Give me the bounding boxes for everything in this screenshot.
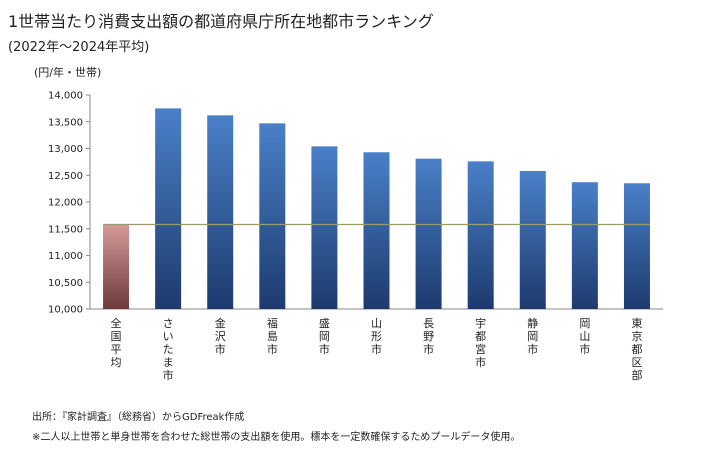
x-category-char: 均 xyxy=(111,356,122,369)
bars xyxy=(103,108,650,309)
y-tick-labels: 10,000 10,500 11,000 11,500 12,000 12,500 13,0… xyxy=(48,91,83,316)
x-category-char: 市 xyxy=(475,355,486,369)
x-category-char: 京 xyxy=(631,329,642,343)
x-category-char: 東 xyxy=(631,317,642,330)
y-tick-label: 13,000 xyxy=(48,144,83,155)
x-category-char: 全 xyxy=(111,316,122,330)
x-category-char: 形 xyxy=(371,330,382,343)
bar xyxy=(467,161,494,309)
x-category-char: 市 xyxy=(423,342,434,356)
y-tick-label: 12,500 xyxy=(48,171,83,182)
x-category-char: 市 xyxy=(371,342,382,356)
y-tick-label: 12,000 xyxy=(48,198,83,209)
bar xyxy=(519,170,546,309)
bar xyxy=(571,182,598,309)
x-category-char: 市 xyxy=(579,342,590,356)
bar-national-average xyxy=(103,224,130,309)
x-category-label: 岡山市 xyxy=(579,317,590,356)
x-category-label: 盛岡市 xyxy=(319,316,330,356)
x-category-char: 盛 xyxy=(319,316,330,330)
chart-period: (2022年～2024年平均) xyxy=(8,40,150,55)
x-category-char: 沢 xyxy=(215,329,226,343)
x-category-char: 国 xyxy=(111,330,122,343)
x-category-char: 都 xyxy=(475,330,486,343)
x-category-char: 静 xyxy=(527,316,538,330)
x-category-label: 静岡市 xyxy=(527,316,538,356)
x-category-char: ま xyxy=(163,356,174,369)
x-category-char: 市 xyxy=(319,342,330,356)
bar xyxy=(415,158,442,309)
x-category-char: 金 xyxy=(215,316,226,330)
x-category-char: 区 xyxy=(631,356,642,369)
x-category-char: 島 xyxy=(267,329,278,343)
bar xyxy=(259,123,286,309)
x-category-char: 山 xyxy=(579,330,590,343)
x-category-label: 金沢市 xyxy=(215,316,226,356)
x-category-char: 長 xyxy=(423,317,434,330)
x-category-label: 福島市 xyxy=(267,316,278,356)
source-note: 出所：『家計調査』（総務省）からGDFreak作成 xyxy=(32,412,245,423)
x-category-char: た xyxy=(163,343,174,356)
y-tick-label: 11,000 xyxy=(48,251,83,262)
x-category-char: 宇 xyxy=(475,317,486,330)
footnote: ※二人以上世帯と単身世帯を合わせた総世帯の支出額を使用。標本を一定数確保するため… xyxy=(32,432,521,443)
x-category-char: 部 xyxy=(631,368,642,382)
x-category-char: い xyxy=(163,330,174,343)
y-tick-label: 10,500 xyxy=(48,278,83,289)
x-category-char: 岡 xyxy=(319,330,330,343)
x-category-char: 市 xyxy=(267,342,278,356)
x-category-char: 市 xyxy=(163,368,174,382)
x-category-char: 山 xyxy=(371,317,382,330)
y-tick-label: 13,500 xyxy=(48,117,83,128)
x-category-char: 市 xyxy=(215,342,226,356)
x-category-char: 岡 xyxy=(527,330,538,343)
bar xyxy=(207,115,234,309)
bar xyxy=(155,108,182,309)
x-category-char: さ xyxy=(163,317,174,330)
x-category-char: 市 xyxy=(527,342,538,356)
x-category-label: 山形市 xyxy=(371,317,382,356)
y-axis-unit: (円/年・世帯) xyxy=(34,66,102,79)
x-category-char: 福 xyxy=(267,316,278,330)
x-category-char: 平 xyxy=(111,343,122,356)
x-category-char: 都 xyxy=(631,343,642,356)
x-category-char: 野 xyxy=(423,330,434,343)
bar xyxy=(623,183,650,309)
x-category-char: 宮 xyxy=(475,342,486,356)
y-tick-label: 14,000 xyxy=(48,91,83,102)
x-category-label: 長野市 xyxy=(423,317,434,356)
y-tick-label: 11,500 xyxy=(48,224,83,235)
chart-title: 1世帯当たり消費支出額の都道府県庁所在地都市ランキング xyxy=(8,12,434,31)
x-category-char: 岡 xyxy=(579,317,590,330)
y-tick-label: 10,000 xyxy=(48,305,83,316)
bar xyxy=(311,146,338,309)
bar xyxy=(363,152,390,309)
